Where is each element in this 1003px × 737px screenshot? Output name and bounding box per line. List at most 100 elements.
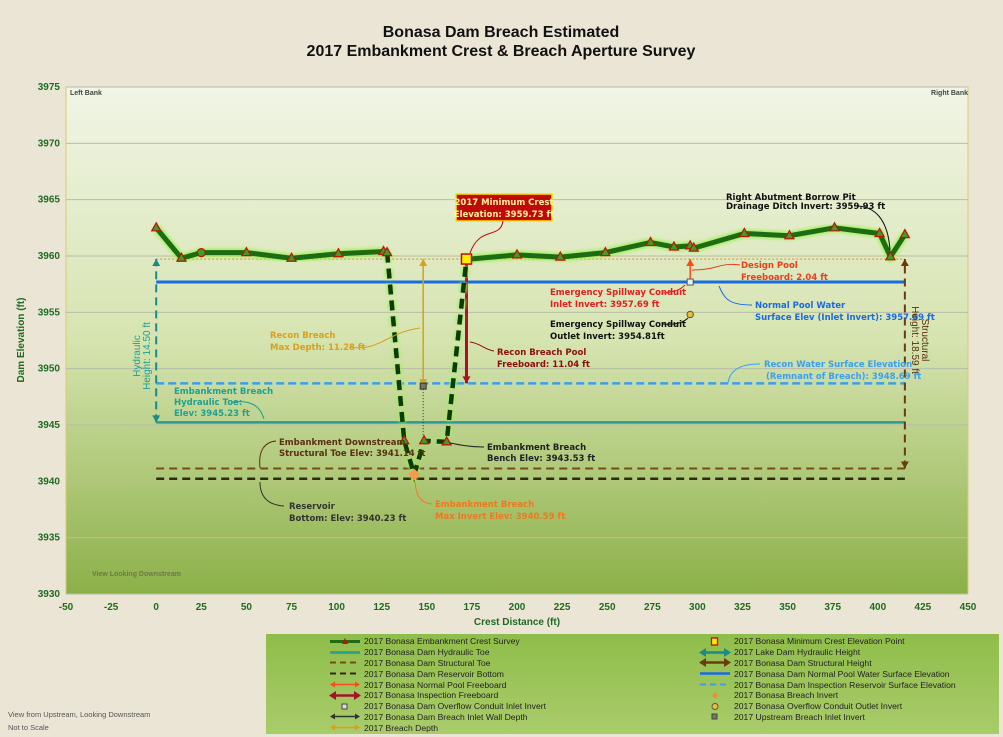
y-tick-label: 3940 [38, 476, 61, 487]
hydraulic-height-label-1: Hydraulic [132, 335, 143, 377]
min-crest-callout-box [455, 193, 553, 222]
structural-toe-label-1: Embankment Downstream [279, 438, 405, 448]
legend-item: 2017 Bonasa Minimum Crest Elevation Poin… [698, 636, 956, 647]
legend-label: 2017 Bonasa Inspection Freeboard [364, 690, 499, 701]
y-tick-label: 3930 [38, 589, 61, 600]
legend-label: 2017 Bonasa Normal Pool Freeboard [364, 679, 507, 690]
crest-survey-point [240, 246, 252, 257]
invert-label-1: Embankment Breach [435, 500, 534, 510]
spill-inlet-label-1: Emergency Spillway Conduit [550, 288, 686, 298]
normal-pool-label-1: Normal Pool Water [755, 301, 846, 311]
x-tick-label: -50 [59, 602, 74, 613]
recon-freeboard-leader [469, 341, 495, 352]
crest-survey-point [196, 248, 206, 258]
y-tick-label: 3970 [38, 138, 61, 149]
legend-label: 2017 Bonasa Overflow Conduit Outlet Inve… [734, 701, 903, 712]
recon-depth-label-1: Recon Breach [270, 331, 335, 341]
legend-item: 2017 Bonasa Dam Structural Height [698, 658, 956, 669]
x-tick-label: 100 [328, 602, 345, 613]
design-pool-leader [691, 263, 741, 271]
hydraulic-toe-label-3: Elev: 3945.23 ft [174, 409, 250, 419]
x-tick-label: 275 [644, 602, 661, 613]
upstream-breach-inlet-marker [419, 382, 427, 390]
y-tick-label: 3975 [38, 82, 61, 93]
reservoir-label-2: Bottom: Elev: 3940.23 ft [289, 514, 406, 524]
legend-swatch-icon [711, 702, 719, 710]
spill-outlet-label-1: Emergency Spillway Conduit [550, 320, 686, 330]
x-tick-label: 425 [915, 602, 932, 613]
bench-label-1: Embankment Breach [487, 443, 586, 453]
plot-area [65, 86, 969, 595]
legend-label: 2017 Bonasa Dam Hydraulic Toe [364, 647, 490, 658]
left-bank-label: Left Bank [70, 90, 102, 97]
breach-depth-arrow-head [419, 259, 428, 267]
invert-label-2: Max Invert Elev: 3940.59 ft [435, 512, 565, 522]
hydraulic-toe-leader [231, 401, 265, 420]
conduit-inlet-marker [686, 278, 694, 286]
spill-outlet-leader [661, 317, 689, 325]
hydraulic-height-arrow [152, 259, 161, 423]
borrow-pit-label-2: Drainage Ditch Invert: 3959.93 ft [726, 202, 885, 212]
crest-survey-point [332, 247, 344, 258]
legend-item: 2017 Bonasa Overflow Conduit Outlet Inve… [698, 701, 956, 712]
legend-label: 2017 Bonasa Dam Overflow Conduit Inlet I… [364, 701, 546, 712]
structural-toe-label-2: Structural Toe Elev: 3941.14 ft [279, 449, 425, 459]
footnote-view: View from Upstream, Looking Downstream [8, 710, 151, 719]
x-tick-label: 200 [509, 602, 526, 613]
legend-item: 2017 Bonasa Dam Normal Pool Water Surfac… [698, 668, 956, 679]
y-tick-label: 3955 [38, 307, 61, 318]
legend-swatch-icon [712, 691, 718, 699]
legend-swatch-icon [710, 637, 719, 646]
x-tick-label: 75 [286, 602, 298, 613]
crest-survey-point [783, 229, 795, 240]
y-tick-label: 3945 [38, 420, 61, 431]
hydraulic-height-arrow-head [152, 259, 161, 267]
legend-swatch-icon [711, 713, 718, 720]
structural-height-label-1: Structural [919, 319, 930, 362]
recon-depth-leader [348, 327, 421, 349]
legend-item: 2017 Bonasa Dam Structural Toe [328, 658, 546, 669]
hydraulic-toe-label-1: Embankment Breach [174, 387, 273, 397]
x-tick-label: 450 [960, 602, 977, 613]
minimum-crest-marker [460, 253, 473, 265]
footnote: View from Upstream, Looking Downstream N… [8, 708, 150, 734]
legend-label: 2017 Bonasa Dam Structural Height [734, 657, 872, 668]
crest-survey-point [738, 227, 750, 238]
structural-height-arrow [900, 259, 909, 469]
crest-survey-point [828, 221, 841, 232]
crest-survey-point [884, 250, 896, 261]
legend-label: 2017 Breach Depth [364, 722, 439, 733]
inspection-freeboard-arrow [462, 259, 471, 384]
structural-height-arrow-head [900, 259, 909, 267]
recon-freeboard-label-2: Freeboard: 11.04 ft [497, 360, 590, 370]
legend-label: 2017 Bonasa Embankment Crest Survey [364, 636, 520, 647]
chart-subtitle: 2017 Embankment Crest & Breach Aperture … [307, 43, 696, 60]
structural-toe-leader [259, 440, 277, 469]
legend-item: 2017 Breach Depth [328, 722, 546, 733]
legend-item: 2017 Bonasa Dam Overflow Conduit Inlet I… [328, 701, 546, 712]
recon-surface-leader [727, 363, 761, 384]
legend-label: 2017 Bonasa Dam Structural Toe [364, 657, 491, 668]
legend-swatch-icon [330, 681, 360, 688]
y-tick-label: 3935 [38, 533, 61, 544]
footnote-scale: Not to Scale [8, 723, 49, 732]
reservoir-label-1: Reservoir [289, 502, 336, 512]
legend-item: 2017 Bonasa Inspection Freeboard [328, 690, 546, 701]
recon-surface-label-1: Recon Water Surface Elevation [764, 360, 912, 370]
crest-survey-line-left [154, 226, 388, 261]
y-tick-label: 3950 [38, 364, 61, 375]
spill-inlet-leader [662, 284, 686, 294]
legend-label: 2017 Bonasa Breach Invert [734, 690, 839, 701]
legend-label: 2017 Lake Dam Hydraulic Height [734, 647, 861, 658]
legend-label: 2017 Bonasa Dam Normal Pool Water Surfac… [734, 668, 950, 679]
x-tick-label: 375 [824, 602, 841, 613]
right-bank-label: Right Bank [931, 90, 968, 97]
structural-height-label-2: Height: 18.59 ft [909, 306, 920, 374]
x-tick-label: -25 [104, 602, 119, 613]
x-tick-label: 175 [464, 602, 481, 613]
reservoir-leader [259, 481, 285, 507]
legend-item: 2017 Bonasa Dam Inspection Reservoir Sur… [698, 679, 956, 690]
x-tick-label: 125 [373, 602, 390, 613]
bench-leader [449, 442, 485, 448]
